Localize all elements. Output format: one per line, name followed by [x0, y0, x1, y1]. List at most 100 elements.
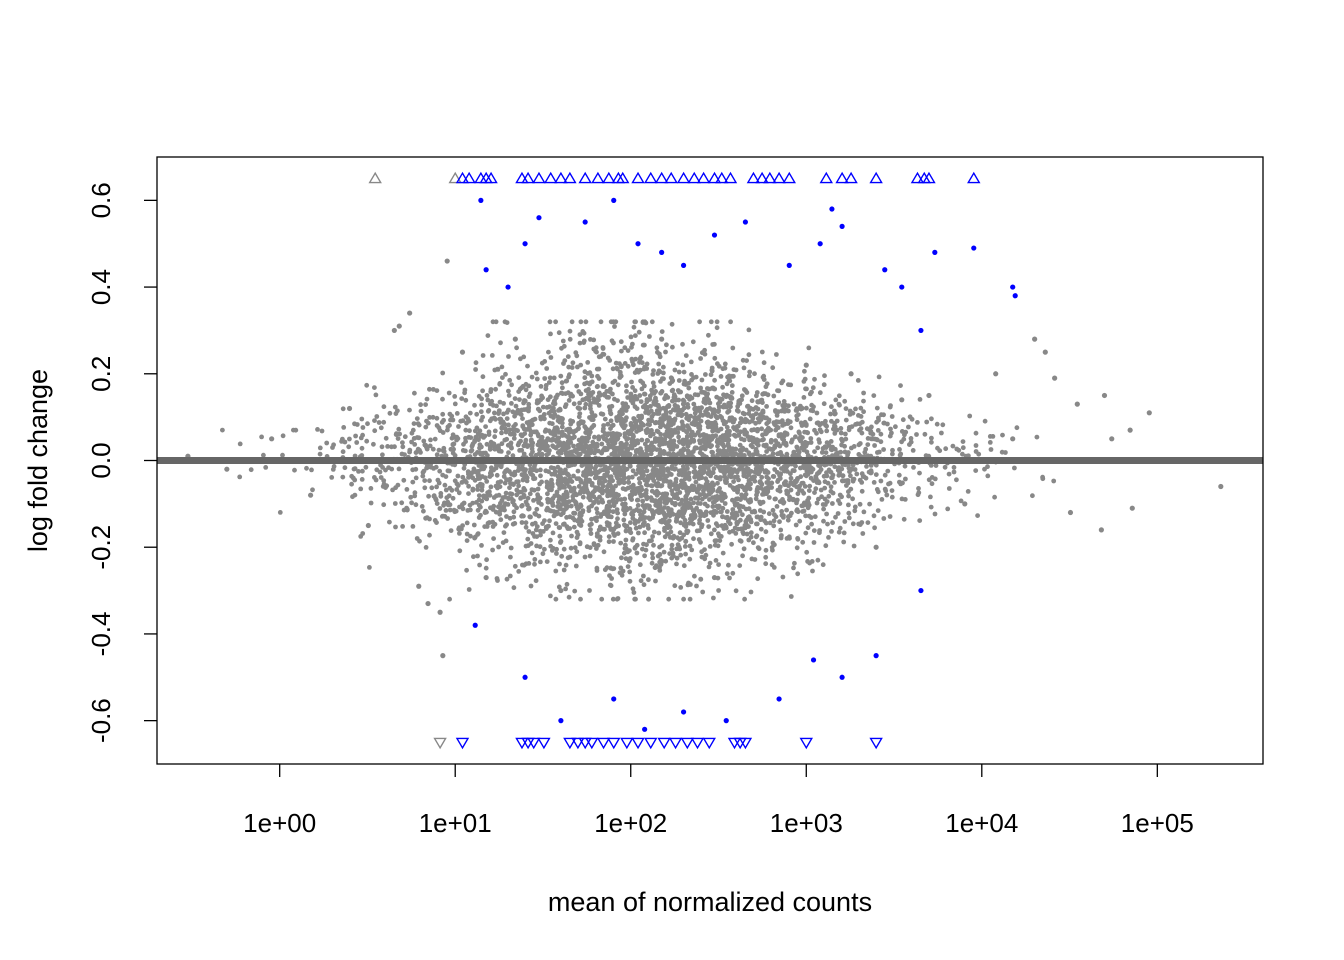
data-point [588, 531, 594, 536]
data-point [681, 381, 687, 387]
data-point [722, 501, 728, 506]
data-point [743, 416, 748, 422]
data-point [484, 441, 490, 447]
data-point [677, 426, 683, 431]
data-point [748, 530, 754, 536]
data-point [761, 360, 767, 366]
data-point [623, 537, 629, 543]
data-point [582, 405, 588, 411]
data-point [900, 480, 905, 486]
data-point [565, 472, 570, 477]
data-point [636, 329, 642, 335]
data-point [632, 319, 638, 325]
data-point [815, 557, 821, 563]
data-point [668, 472, 674, 477]
data-point [292, 467, 297, 473]
data-point [639, 360, 645, 366]
data-point [821, 518, 826, 524]
data-point [714, 415, 720, 421]
data-point [812, 514, 818, 520]
data-point [795, 536, 801, 542]
data-point [630, 385, 635, 390]
y-tick-label: 0.6 [86, 182, 116, 218]
data-point [583, 470, 588, 476]
data-point [645, 523, 651, 528]
data-point [675, 486, 681, 491]
data-point [372, 418, 377, 423]
data-point [763, 384, 769, 390]
data-point [623, 556, 629, 561]
data-point [807, 483, 813, 489]
data-point [574, 549, 580, 555]
data-point [731, 479, 736, 484]
data-point [828, 439, 834, 444]
data-point [502, 422, 508, 427]
data-point [666, 451, 672, 456]
data-point [309, 467, 314, 473]
data-point [628, 484, 634, 490]
data-point [741, 546, 747, 552]
data-point [626, 475, 632, 481]
data-point [474, 425, 480, 431]
data-point [566, 594, 572, 600]
data-point [647, 393, 653, 399]
data-point [858, 426, 864, 431]
data-point [374, 414, 380, 419]
data-point [563, 391, 568, 396]
data-point [498, 508, 503, 514]
data-point [578, 523, 584, 528]
data-point [680, 362, 686, 368]
data-point [715, 443, 720, 449]
data-point [629, 436, 635, 442]
data-point [958, 498, 964, 504]
data-point [760, 492, 765, 497]
data-point [820, 502, 826, 507]
data-point [689, 547, 695, 553]
data-point [528, 432, 534, 438]
data-point [900, 417, 906, 423]
data-point [440, 396, 445, 402]
data-point [727, 415, 733, 421]
data-point [611, 539, 616, 544]
data-point [661, 472, 667, 478]
data-point [650, 372, 656, 377]
data-point [874, 487, 880, 492]
data-point [461, 465, 467, 471]
data-point [861, 509, 867, 515]
data-point [803, 386, 808, 392]
data-point [492, 446, 498, 452]
data-point [582, 375, 588, 381]
data-point [681, 596, 686, 602]
data-point [657, 354, 663, 360]
data-point [1067, 509, 1074, 516]
data-point [310, 487, 315, 493]
data-point [799, 423, 805, 428]
data-point [220, 427, 225, 433]
data-point [1040, 474, 1045, 480]
data-point [598, 514, 604, 519]
data-point [496, 544, 501, 550]
data-point [772, 467, 778, 472]
data-point [821, 401, 827, 407]
data-point [747, 407, 752, 413]
data-point [678, 468, 684, 473]
data-point [743, 491, 749, 497]
data-point [649, 418, 655, 424]
data-point [613, 483, 618, 489]
data-point [483, 574, 489, 581]
data-point [619, 421, 624, 427]
triangle-down-marker [727, 737, 742, 750]
data-point [557, 533, 563, 539]
data-point [657, 452, 663, 457]
data-point [315, 427, 320, 432]
data-point [740, 553, 745, 559]
data-point [782, 482, 787, 487]
data-point [542, 518, 547, 523]
data-point [443, 487, 449, 493]
data-point [523, 524, 529, 530]
data-point [512, 396, 518, 401]
data-point [548, 508, 554, 514]
triangle-up-marker [869, 171, 883, 184]
data-point [427, 415, 432, 420]
data-point [445, 468, 451, 474]
